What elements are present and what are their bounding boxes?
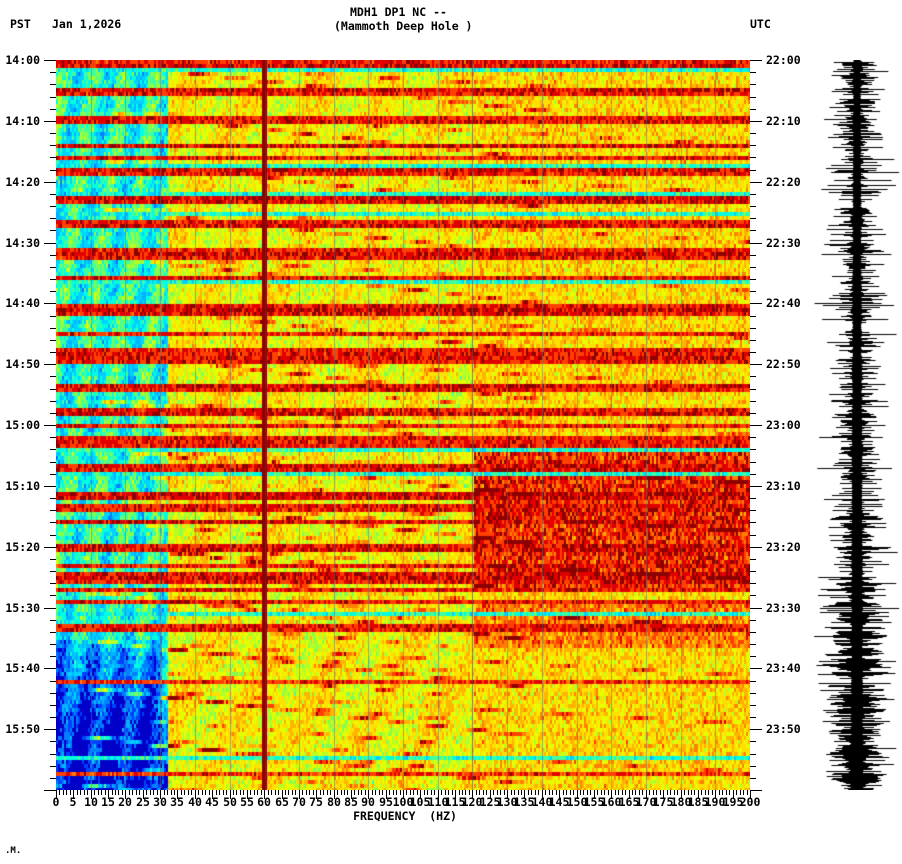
frequency-label: 0	[52, 795, 60, 809]
time-label-right: 22:40	[766, 296, 801, 310]
time-label-right: 23:50	[766, 722, 801, 736]
frequency-label: 25	[136, 795, 150, 809]
time-label-right: 22:20	[766, 175, 801, 189]
frequency-label: 135	[513, 795, 535, 809]
frequency-label: 60	[257, 795, 271, 809]
frequency-label: 50	[223, 795, 237, 809]
frequency-label: 120	[461, 795, 483, 809]
frequency-label: 95	[379, 795, 393, 809]
time-label-right: 23:30	[766, 601, 801, 615]
time-label-right: 23:00	[766, 418, 801, 432]
frequency-label: 200	[739, 795, 761, 809]
frequency-label: 105	[409, 795, 431, 809]
seismogram-trace-canvas	[812, 60, 902, 790]
frequency-label: 55	[240, 795, 254, 809]
frequency-label: 80	[327, 795, 341, 809]
timezone-label-right: UTC	[750, 17, 771, 31]
frequency-label: 5	[69, 795, 77, 809]
frequency-label: 45	[205, 795, 219, 809]
frequency-label: 145	[548, 795, 570, 809]
frequency-label: 90	[361, 795, 375, 809]
time-label-right: 22:10	[766, 114, 801, 128]
frequency-label: 190	[704, 795, 726, 809]
frequency-label: 165	[618, 795, 640, 809]
frequency-axis-labels: 0 5 10 15 20 25 30 35 40 45 50 55 60 65 70 75 80 85 90 95 10…	[0, 795, 902, 809]
timezone-label-left: PST	[10, 17, 31, 31]
frequency-label: 140	[531, 795, 553, 809]
spectrogram-canvas	[56, 60, 750, 790]
frequency-label: 100	[392, 795, 414, 809]
frequency-label: 110	[427, 795, 449, 809]
seismogram-trace-panel	[812, 60, 902, 790]
corner-artifact-mark: .M.	[5, 846, 22, 856]
time-label-left: 14:40	[5, 296, 40, 310]
frequency-label: 35	[170, 795, 184, 809]
time-label-right: 23:20	[766, 540, 801, 554]
frequency-label: 10	[84, 795, 98, 809]
station-code-title: MDH1 DP1 NC --	[350, 5, 447, 19]
time-label-left: 15:50	[5, 722, 40, 736]
time-label-left: 15:20	[5, 540, 40, 554]
time-label-right: 22:00	[766, 53, 801, 67]
frequency-label: 20	[118, 795, 132, 809]
frequency-label: 185	[687, 795, 709, 809]
date-label: Jan 1,2026	[52, 17, 122, 31]
station-name-title: (Mammoth Deep Hole )	[334, 19, 473, 33]
frequency-label: 115	[444, 795, 466, 809]
time-label-right: 23:10	[766, 479, 801, 493]
frequency-axis-title: FREQUENCY (HZ)	[353, 809, 457, 823]
frequency-label: 85	[344, 795, 358, 809]
time-label-left: 15:00	[5, 418, 40, 432]
time-label-left: 14:00	[5, 53, 40, 67]
time-label-right: 22:50	[766, 357, 801, 371]
frequency-label: 170	[635, 795, 657, 809]
frequency-label: 75	[309, 795, 323, 809]
frequency-label: 40	[188, 795, 202, 809]
frequency-label: 175	[652, 795, 674, 809]
time-label-left: 14:30	[5, 236, 40, 250]
frequency-label: 160	[600, 795, 622, 809]
frequency-label: 130	[496, 795, 518, 809]
frequency-label: 30	[153, 795, 167, 809]
time-label-left: 15:10	[5, 479, 40, 493]
frequency-label: 125	[479, 795, 501, 809]
frequency-label: 150	[566, 795, 588, 809]
time-label-left: 15:30	[5, 601, 40, 615]
frequency-label: 155	[583, 795, 605, 809]
time-label-left: 14:20	[5, 175, 40, 189]
time-label-right: 23:40	[766, 661, 801, 675]
time-label-right: 22:30	[766, 236, 801, 250]
time-label-left: 14:10	[5, 114, 40, 128]
frequency-label: 15	[101, 795, 115, 809]
frequency-label: 195	[722, 795, 744, 809]
time-label-left: 14:50	[5, 357, 40, 371]
time-label-left: 15:40	[5, 661, 40, 675]
spectrogram-plot[interactable]	[56, 60, 750, 790]
frequency-label: 180	[670, 795, 692, 809]
frequency-label: 70	[292, 795, 306, 809]
frequency-label: 65	[275, 795, 289, 809]
